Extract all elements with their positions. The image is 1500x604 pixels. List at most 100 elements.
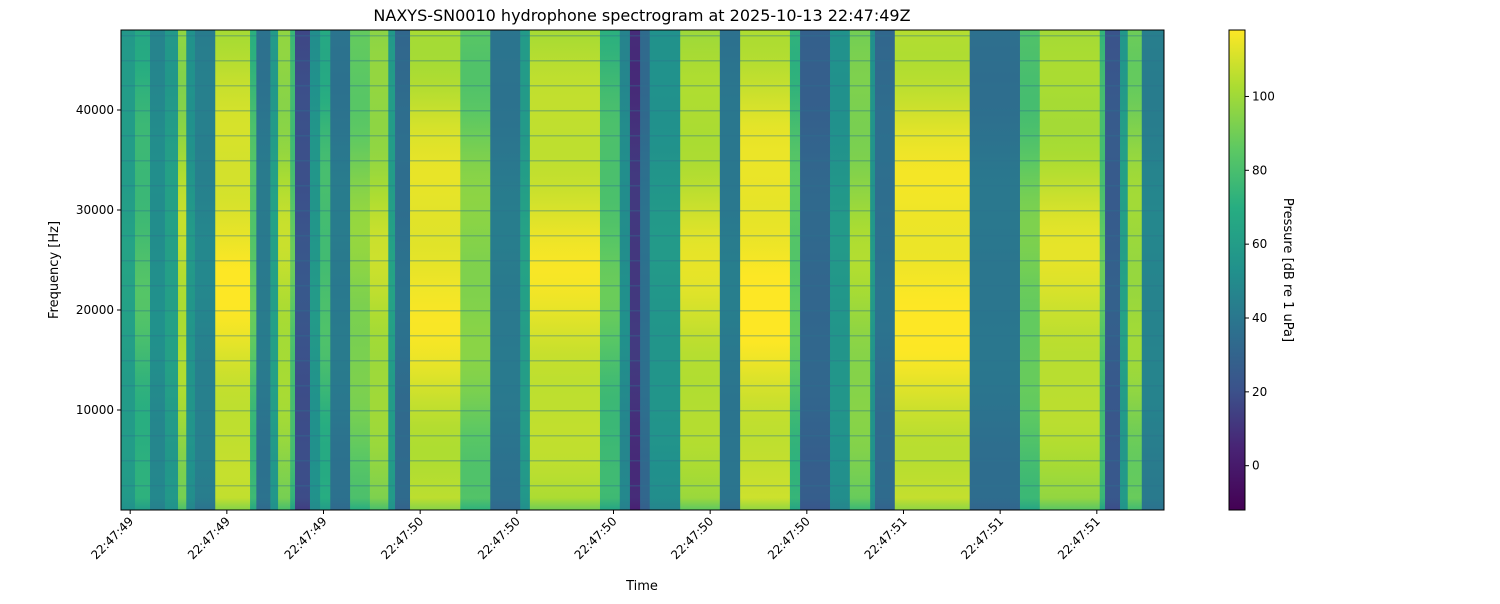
heatmap-column: [490, 30, 521, 510]
heatmap-column: [1099, 30, 1106, 510]
x-tick-label: 22:47:51: [1055, 514, 1103, 562]
heatmap-column: [830, 30, 851, 510]
heatmap-column: [874, 30, 896, 510]
heatmap-column: [599, 30, 621, 510]
harmonic-line: [121, 60, 1164, 62]
heatmap-column: [250, 30, 257, 510]
heatmap-column: [1105, 30, 1121, 510]
harmonic-line: [121, 285, 1164, 287]
harmonic-line: [121, 335, 1164, 337]
heatmap-column: [164, 30, 179, 510]
harmonic-line: [121, 410, 1164, 412]
heatmap-column: [789, 30, 801, 510]
harmonic-line: [121, 210, 1164, 212]
heatmap-column: [178, 30, 187, 510]
harmonic-line: [121, 385, 1164, 387]
heatmap-column: [369, 30, 389, 510]
x-tick-label: 22:47:50: [668, 514, 716, 562]
colorbar-label: Pressure [dB re 1 uPa]: [1280, 198, 1295, 342]
x-tick-label: 22:47:51: [862, 514, 910, 562]
x-tick-label: 22:47:49: [88, 514, 136, 562]
x-tick-label: 22:47:50: [572, 514, 620, 562]
heatmap-column: [619, 30, 631, 510]
plot-frame: [120, 29, 1165, 511]
heatmap-column: [1127, 30, 1143, 510]
heatmap-column: [388, 30, 396, 510]
y-tick-label: 40000: [76, 103, 114, 117]
colorbar-tick-label: 80: [1252, 163, 1267, 177]
harmonic-line: [121, 110, 1164, 112]
heatmap-column: [529, 30, 601, 510]
heatmap-column: [1019, 30, 1041, 510]
heatmap-column: [870, 30, 876, 510]
heatmap-column: [215, 30, 251, 510]
harmonic-line: [121, 310, 1164, 312]
colorbar-tick-label: 0: [1252, 459, 1260, 473]
heatmap-column: [1141, 30, 1164, 510]
y-tick-label: 30000: [76, 203, 114, 217]
heatmap-column: [290, 30, 296, 510]
heatmap-column: [350, 30, 371, 510]
heatmap-column: [320, 30, 331, 510]
y-axis-label: Frequency [Hz]: [47, 221, 62, 319]
heatmap-column: [740, 30, 791, 510]
colorbar: [1228, 29, 1246, 511]
colorbar-tick-label: 40: [1252, 311, 1267, 325]
harmonic-line: [121, 260, 1164, 262]
y-tick-label: 10000: [76, 403, 114, 417]
heatmap-column: [1039, 30, 1101, 510]
heatmap-column: [520, 30, 531, 510]
colorbar-tick-label: 100: [1252, 89, 1275, 103]
heatmap-column: [330, 30, 351, 510]
x-tick-label: 22:47:49: [185, 514, 233, 562]
heatmap-column: [629, 30, 641, 510]
heatmap-column: [194, 30, 216, 510]
colorbar-ticks: 0 20 40 60 80 100: [1245, 89, 1275, 473]
heatmap-column: [1120, 30, 1129, 510]
heatmap-column: [135, 30, 151, 510]
harmonic-line: [121, 235, 1164, 237]
heatmap-column: [894, 30, 971, 510]
x-tick-label: 22:47:49: [282, 514, 330, 562]
heatmap-column: [719, 30, 741, 510]
chart-title: NAXYS-SN0010 hydrophone spectrogram at 2…: [373, 6, 910, 25]
harmonic-line: [121, 185, 1164, 187]
heatmap-column: [969, 30, 1021, 510]
harmonic-line: [121, 360, 1164, 362]
heatmap-column: [149, 30, 166, 510]
harmonic-line: [121, 35, 1164, 37]
harmonic-line: [121, 460, 1164, 462]
heatmap-column: [649, 30, 681, 510]
x-axis-label: Time: [625, 579, 658, 594]
heatmap-column: [640, 30, 651, 510]
harmonic-line: [121, 435, 1164, 437]
harmonic-line: [121, 135, 1164, 137]
colorbar-tick-label: 20: [1252, 385, 1267, 399]
heatmap-column: [186, 30, 196, 510]
harmonic-line: [121, 85, 1164, 87]
x-tick-label: 22:47:50: [765, 514, 813, 562]
heatmap-column: [460, 30, 491, 510]
heatmap-column: [294, 30, 311, 510]
heatmap-column: [256, 30, 271, 510]
harmonic-line: [121, 485, 1164, 487]
heatmap-column: [410, 30, 461, 510]
x-tick-label: 22:47:50: [378, 514, 426, 562]
heatmap-column: [309, 30, 321, 510]
heatmap: [121, 30, 1164, 510]
heatmap-column: [270, 30, 279, 510]
heatmap-column: [278, 30, 291, 510]
heatmap-column: [849, 30, 871, 510]
y-axis-ticks: 10000 20000 30000 40000: [76, 103, 121, 417]
x-tick-label: 22:47:50: [475, 514, 523, 562]
harmonic-line: [121, 160, 1164, 162]
heatmap-column: [395, 30, 411, 510]
heatmap-column: [680, 30, 721, 510]
x-tick-label: 22:47:51: [958, 514, 1006, 562]
colorbar-tick-label: 60: [1252, 237, 1267, 251]
heatmap-column: [121, 30, 136, 510]
x-axis-ticks: 22:47:49 22:47:49 22:47:49 22:47:50 22:47:50…: [88, 510, 1103, 562]
y-tick-label: 20000: [76, 303, 114, 317]
heatmap-column: [800, 30, 831, 510]
